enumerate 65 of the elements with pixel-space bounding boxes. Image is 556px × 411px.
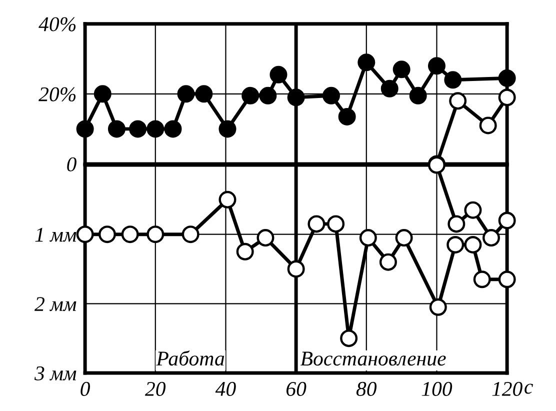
x-tick-label: 60 <box>286 382 306 396</box>
point <box>121 226 139 244</box>
x-tick-label: 120 <box>492 382 522 396</box>
point <box>270 66 288 84</box>
point <box>395 229 413 247</box>
point <box>464 236 482 254</box>
point <box>98 226 116 244</box>
point <box>236 242 254 260</box>
point <box>218 190 236 208</box>
point <box>108 120 126 138</box>
point <box>256 229 274 247</box>
point <box>242 86 260 104</box>
point <box>146 226 164 244</box>
point <box>449 92 467 110</box>
y-tick-label: 3 мм <box>34 366 76 380</box>
x-tick-label: 40 <box>215 382 236 396</box>
point <box>358 54 376 72</box>
point <box>498 270 516 288</box>
point <box>482 229 500 247</box>
y-tick-label: 0 <box>67 157 76 172</box>
y-tick-label: 2 мм <box>34 297 76 312</box>
point <box>464 201 482 219</box>
point <box>195 85 213 103</box>
point <box>428 57 446 75</box>
point <box>338 108 356 126</box>
point <box>76 226 94 244</box>
x-axis-title: с <box>524 384 533 394</box>
point <box>308 215 326 233</box>
point <box>259 86 277 104</box>
point <box>129 120 147 138</box>
point <box>429 298 447 316</box>
x-tick-label: 0 <box>80 382 90 396</box>
y-tick-label: 40% <box>38 17 76 32</box>
point <box>322 86 340 104</box>
annotation: Восстановление <box>300 352 446 366</box>
point <box>359 229 377 247</box>
point <box>327 215 345 233</box>
point <box>479 116 497 134</box>
point <box>76 120 94 138</box>
x-tick-label: 100 <box>422 382 452 396</box>
point <box>218 120 236 138</box>
point <box>498 212 516 230</box>
point <box>446 236 464 254</box>
y-tick-label: 1 мм <box>35 228 76 242</box>
point <box>448 215 466 233</box>
x-tick-label: 20 <box>144 382 166 396</box>
annotation: Работа <box>156 350 224 366</box>
point <box>409 86 427 104</box>
point <box>164 120 182 138</box>
point <box>498 88 516 106</box>
point <box>287 260 305 278</box>
x-tick-label: 80 <box>356 382 377 396</box>
point <box>498 69 516 87</box>
point <box>340 330 358 348</box>
point <box>287 88 305 106</box>
point <box>182 226 200 244</box>
point <box>94 85 112 103</box>
point <box>177 85 195 103</box>
point <box>392 60 410 78</box>
point <box>444 71 462 89</box>
y-tick-label: 20% <box>38 87 76 102</box>
point <box>146 120 164 138</box>
point <box>473 270 491 288</box>
point <box>380 80 398 98</box>
point <box>379 253 397 271</box>
